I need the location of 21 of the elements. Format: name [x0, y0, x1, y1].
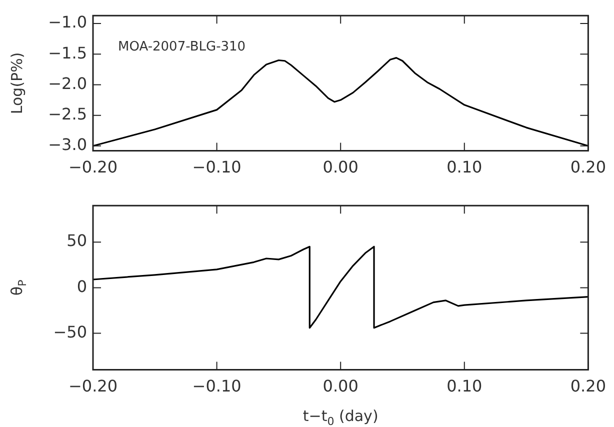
x-tick-label: 0.20	[570, 158, 606, 177]
y-tick-label: −50	[53, 322, 87, 342]
y-tick-label: −1.0	[48, 12, 87, 32]
x-tick-label: 0.20	[570, 376, 606, 396]
y-axis-title: Log(P%)	[8, 52, 26, 114]
y-tick-label: −2.0	[48, 74, 87, 93]
x-tick-label: −0.10	[192, 158, 242, 177]
x-tick-label: 0.00	[322, 376, 358, 396]
y-axis-title: θP	[8, 279, 29, 296]
y-tick-label: −2.5	[48, 104, 87, 124]
x-tick-label: 0.10	[446, 158, 482, 177]
x-tick-label: −0.20	[68, 376, 118, 396]
y-tick-label: 50	[66, 231, 87, 250]
annotation: MOA-2007-BLG-310	[118, 40, 246, 55]
y-tick-label: −1.5	[48, 43, 87, 62]
x-tick-label: −0.20	[68, 158, 118, 177]
x-tick-label: −0.10	[192, 376, 242, 396]
x-tick-label: 0.10	[446, 376, 482, 396]
x-tick-label: 0.00	[322, 158, 358, 177]
y-tick-label: −3.0	[48, 135, 87, 154]
y-tick-label: 0	[76, 276, 87, 296]
